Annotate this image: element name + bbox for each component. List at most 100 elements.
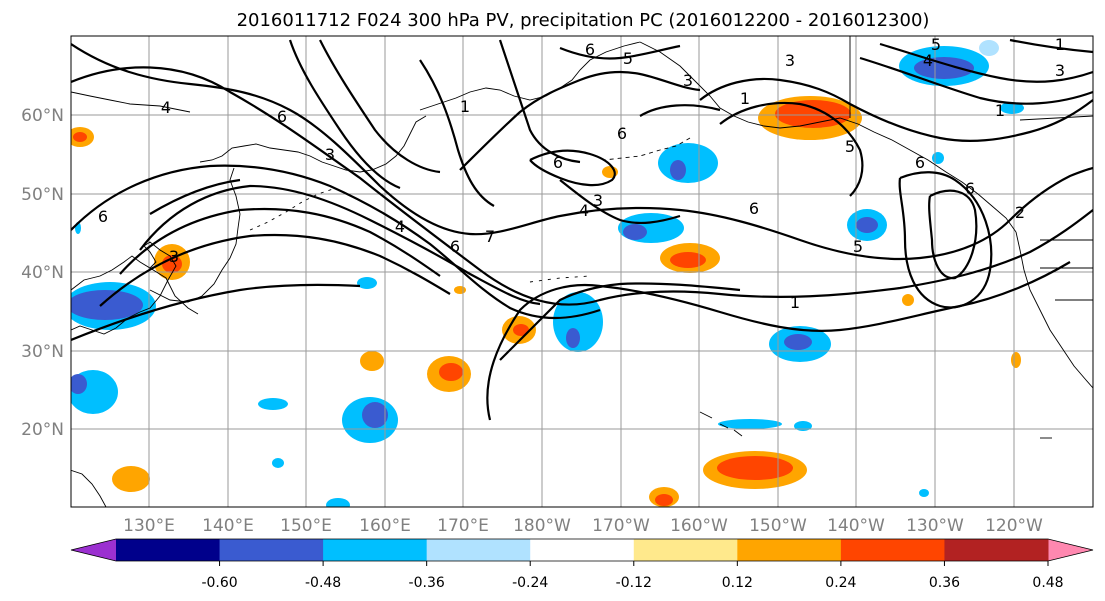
lat-label: 40°N [21, 263, 64, 283]
colorbar-tick-label: -0.60 [201, 575, 237, 591]
lon-label: 140°W [827, 516, 885, 536]
contour-label: 4 [161, 98, 171, 117]
pv-contour [319, 39, 441, 174]
contour-labels: 4 3 6 6 1 6 6 5 3 3 1 6 5 3 6 6 7 4 3 1 [98, 35, 1065, 312]
kuril-islands [249, 187, 337, 231]
precip-positive-area [1011, 352, 1021, 368]
pv-contour [149, 178, 241, 215]
lat-label: 30°N [21, 342, 64, 362]
contour-label: 6 [553, 153, 563, 172]
pv-contour [559, 44, 681, 60]
colorbar-segment [426, 539, 531, 561]
contour-label: 1 [790, 293, 800, 312]
colorbar-segment [840, 539, 945, 561]
pv-contour [288, 39, 401, 190]
contour-label: 7 [485, 227, 495, 246]
precip-negative-core [71, 290, 143, 320]
pv-contour [139, 184, 541, 306]
contour-label: 5 [931, 35, 941, 54]
precip-negative-core [784, 334, 812, 350]
colorbar-tick-label: -0.24 [512, 575, 548, 591]
pv-contour [71, 283, 361, 342]
precip-positive-area [360, 351, 384, 371]
contour-label: 6 [277, 107, 287, 126]
pv-contours [71, 38, 1093, 421]
figure-title: 2016011712 F024 300 hPa PV, precipitatio… [237, 10, 930, 31]
contour-label: 3 [593, 191, 603, 210]
lat-label: 20°N [21, 420, 64, 440]
contour-label: 3 [1055, 61, 1065, 80]
contour-label: 4 [923, 51, 933, 70]
map-area: 4 3 6 6 1 6 6 5 3 3 1 6 5 3 6 6 7 4 3 1 [70, 35, 1094, 508]
precip-negative-core [566, 328, 580, 348]
latitude-labels: 60°N 50°N 40°N 30°N 20°N [21, 106, 64, 440]
precip-negative-core [670, 160, 686, 180]
pv-contour [699, 77, 1093, 142]
contour-label: 6 [749, 199, 759, 218]
precip-negative-core [914, 57, 974, 79]
colorbar-ticks: -0.60 -0.48 -0.36 -0.24 -0.12 0.12 0.24 0.36 0.4… [201, 561, 1064, 591]
precip-positive-core [775, 100, 851, 128]
precip-negative-area [658, 143, 718, 183]
pv-contour [419, 59, 495, 207]
colorbar-tick-label: 0.12 [722, 575, 753, 591]
colorbar-segments [116, 539, 1049, 561]
lon-label: 150°W [749, 516, 807, 536]
pv-contour [529, 149, 616, 187]
lon-label: 120°W [985, 516, 1043, 536]
pv-contour [1009, 38, 1093, 54]
pv-contour [498, 39, 581, 164]
precip-negative-core [856, 217, 878, 233]
precip-positive-core [73, 132, 87, 142]
contour-label: 4 [395, 217, 405, 236]
contour-label: 1 [995, 101, 1005, 120]
contour-label: 6 [585, 40, 595, 59]
contour-label: 5 [853, 237, 863, 256]
aleutian-islands [603, 137, 691, 161]
lon-label: 170°E [437, 516, 489, 536]
precip-shading [71, 40, 1024, 507]
hawaii-islands [699, 411, 743, 437]
lon-label: 180°W [513, 516, 571, 536]
contour-label: 6 [617, 124, 627, 143]
colorbar-segment [323, 539, 428, 561]
lon-label: 130°E [123, 516, 175, 536]
precip-negative-area [258, 398, 288, 410]
colorbar-tick-label: -0.12 [616, 575, 652, 591]
siberia-coastline [71, 91, 191, 113]
map-frame [70, 35, 1094, 508]
pv-contour [898, 171, 993, 309]
contour-label: 3 [683, 71, 693, 90]
precip-negative-core [71, 374, 87, 394]
precip-positive-area [902, 294, 914, 306]
pv-contour [719, 101, 864, 197]
lon-label: 160°E [359, 516, 411, 536]
contour-label: 3 [785, 51, 795, 70]
lat-label: 50°N [21, 185, 64, 205]
pv-contour [71, 43, 1093, 261]
contour-label: 5 [845, 137, 855, 156]
colorbar-segment [944, 539, 1049, 561]
contour-label: 3 [325, 145, 335, 164]
precip-positive-area [112, 466, 150, 492]
precip-negative-area [326, 498, 350, 507]
pv-contour [99, 233, 451, 307]
asia-coastline [71, 241, 177, 335]
pv-contour [459, 70, 701, 171]
pv-contour [859, 56, 1093, 105]
precip-positive-core [655, 494, 673, 506]
precip-positive-core [439, 363, 463, 381]
north-america-coastline [1015, 231, 1093, 389]
longitude-labels: 130°E 140°E 150°E 160°E 170°E 180°W 170°… [123, 516, 1043, 536]
precip-positive-core [670, 252, 706, 268]
colorbar-segment [116, 539, 221, 561]
colorbar-segment [737, 539, 842, 561]
colorbar-tick-label: 0.48 [1032, 575, 1063, 591]
colorbar-segment [530, 539, 635, 561]
pv-contour [71, 164, 601, 320]
contour-label: 6 [98, 207, 108, 226]
kamchatka-coastline [199, 115, 427, 173]
colorbar-segment [219, 539, 324, 561]
contour-label: 1 [740, 89, 750, 108]
